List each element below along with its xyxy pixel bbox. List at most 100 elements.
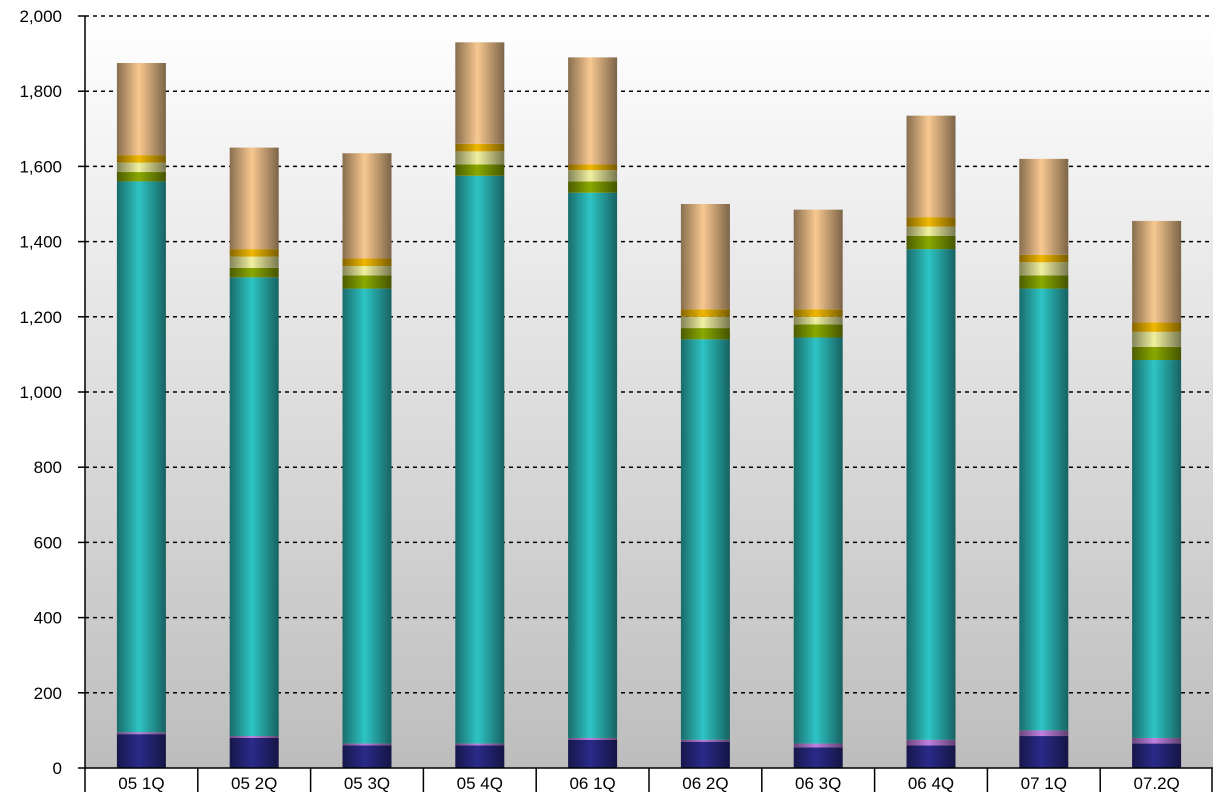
bar-segment	[343, 745, 392, 768]
bar-segment	[230, 148, 279, 250]
bar-segment	[681, 339, 730, 739]
bar-segment	[907, 236, 956, 249]
y-tick-label: 1,200	[19, 308, 62, 327]
category-label: 05 4Q	[457, 774, 503, 792]
bar-segment	[1019, 262, 1068, 275]
y-tick-label: 800	[34, 458, 62, 477]
bar-segment	[455, 144, 504, 152]
bar-segment	[1132, 744, 1181, 768]
bar-segment	[117, 732, 166, 734]
bar-segment	[343, 266, 392, 275]
category-label: 06 1Q	[569, 774, 615, 792]
bar-segment	[1019, 159, 1068, 255]
bar-stack	[230, 148, 279, 768]
bar-segment	[343, 744, 392, 746]
bar-segment	[117, 63, 166, 155]
category-label: 05 2Q	[231, 774, 277, 792]
y-tick-labels: 0 200 400 600 800 1,000 1,200 1,400 1,600 1,800 2,…	[19, 7, 62, 778]
bar-segment	[117, 172, 166, 181]
bar-segment	[455, 151, 504, 164]
bar-segment	[794, 210, 843, 310]
y-tick-label: 200	[34, 684, 62, 703]
bar-segment	[568, 193, 617, 738]
bar-segment	[117, 163, 166, 172]
bar-segment	[1132, 360, 1181, 738]
bar-segment	[1132, 221, 1181, 323]
y-tick-label: 400	[34, 609, 62, 628]
bar-segment	[343, 275, 392, 288]
bar-segment	[568, 738, 617, 740]
bar-segment	[230, 268, 279, 277]
bar-segment	[117, 181, 166, 732]
category-label: 07.2Q	[1133, 774, 1179, 792]
category-label: 05 1Q	[118, 774, 164, 792]
bar-segment	[1019, 255, 1068, 263]
bar-segment	[455, 165, 504, 176]
y-tick-label: 1,800	[19, 82, 62, 101]
y-tick-label: 2,000	[19, 7, 62, 26]
bar-stack	[455, 42, 504, 768]
bar-segment	[907, 249, 956, 740]
category-label: 06 2Q	[682, 774, 728, 792]
bar-segment	[907, 227, 956, 236]
y-tick-label: 600	[34, 533, 62, 552]
bar-segment	[1019, 289, 1068, 731]
bar-segment	[455, 42, 504, 144]
bar-segment	[568, 181, 617, 192]
bar-segment	[455, 176, 504, 744]
bar-segment	[230, 738, 279, 768]
bar-segment	[681, 204, 730, 309]
bar-segment	[230, 277, 279, 736]
bar-segment	[681, 742, 730, 768]
y-tick-label: 1,400	[19, 233, 62, 252]
bar-segment	[794, 317, 843, 325]
bar-segment	[794, 309, 843, 317]
bar-segment	[117, 734, 166, 768]
bar-segment	[455, 745, 504, 768]
bar-segment	[117, 155, 166, 163]
bar-segment	[907, 116, 956, 218]
bar-segment	[907, 217, 956, 226]
bar-segment	[1132, 347, 1181, 360]
bar-stack	[794, 210, 843, 768]
bar-segment	[568, 740, 617, 768]
bar-segment	[1132, 332, 1181, 347]
y-tick-label: 0	[53, 759, 62, 778]
bar-segment	[681, 317, 730, 328]
bar-stack	[343, 153, 392, 768]
bar-segment	[794, 337, 843, 743]
bar-segment	[794, 747, 843, 768]
bar-segment	[794, 744, 843, 748]
bar-segment	[230, 249, 279, 257]
bar-segment	[230, 257, 279, 268]
bar-stack	[1019, 159, 1068, 768]
category-label: 05 3Q	[344, 774, 390, 792]
bar-segment	[568, 170, 617, 181]
bar-segment	[568, 57, 617, 164]
bar-segment	[1019, 736, 1068, 768]
category-label: 07 1Q	[1021, 774, 1067, 792]
bar-segment	[455, 744, 504, 746]
category-label: 06 4Q	[908, 774, 954, 792]
bar-segment	[230, 736, 279, 738]
bar-segment	[1019, 275, 1068, 288]
bar-segment	[343, 153, 392, 258]
bar-segment	[907, 745, 956, 768]
bar-stack	[907, 116, 956, 768]
bar-stack	[1132, 221, 1181, 768]
y-tick-label: 1,000	[19, 383, 62, 402]
bar-segment	[343, 289, 392, 744]
bar-stack	[681, 204, 730, 768]
y-tick-label: 1,600	[19, 157, 62, 176]
bar-stack	[568, 57, 617, 768]
bar-segment	[681, 328, 730, 339]
bar-segment	[1019, 730, 1068, 736]
bar-segment	[907, 740, 956, 746]
bar-segment	[343, 259, 392, 267]
bar-stack	[117, 63, 166, 768]
bar-segment	[1132, 738, 1181, 744]
bar-segment	[568, 165, 617, 171]
bar-segment	[681, 740, 730, 742]
